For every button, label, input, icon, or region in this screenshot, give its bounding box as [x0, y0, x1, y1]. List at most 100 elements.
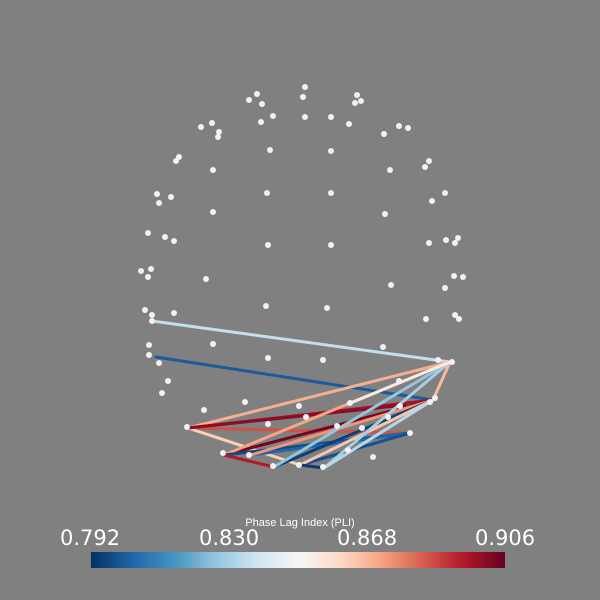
sensor-dot-13	[209, 120, 215, 126]
sensor-dot-77	[184, 424, 190, 430]
sensor-dot-47	[148, 266, 154, 272]
sensor-dot-19	[405, 125, 411, 131]
connectivity-line-13	[272, 360, 452, 469]
sensor-dot-27	[422, 164, 428, 170]
sensor-dot-7	[358, 98, 364, 104]
connectivity-line-19	[431, 360, 452, 402]
sensor-dot-50	[388, 282, 394, 288]
connectivity-line-17	[322, 398, 435, 470]
sensor-dot-56	[171, 310, 177, 316]
connectivity-lines	[150, 319, 452, 470]
sensor-dot-29	[168, 194, 174, 200]
sensor-dot-73	[296, 403, 302, 409]
sensor-dot-30	[156, 200, 162, 206]
sensor-dot-92	[427, 399, 433, 405]
colorbar-tick-min: 0.792	[60, 526, 121, 550]
sensor-dot-86	[270, 463, 276, 469]
sensor-dot-45	[452, 240, 458, 246]
colorbar	[91, 552, 505, 568]
sensor-dots	[138, 84, 466, 470]
sensor-dot-44	[455, 235, 461, 241]
sensor-dot-65	[156, 360, 162, 366]
colorbar-title: Phase Lag Index (PLI)	[245, 517, 355, 529]
sensor-dot-36	[382, 211, 388, 217]
sensor-dot-46	[138, 268, 144, 274]
sensor-dot-0	[302, 84, 308, 90]
sensor-dot-34	[429, 198, 435, 204]
sensor-dot-58	[324, 305, 330, 311]
sensor-dot-24	[328, 148, 334, 154]
colorbar-tick-3: 0.868	[337, 526, 398, 550]
sensor-dot-15	[216, 129, 222, 135]
sensor-dot-78	[220, 450, 226, 456]
sensor-dot-42	[426, 240, 432, 246]
sensor-dot-48	[145, 274, 151, 280]
sensor-dot-83	[359, 425, 365, 431]
sensor-dot-68	[320, 357, 326, 363]
sensor-dot-69	[435, 357, 441, 363]
colorbar-tick-max: 0.906	[475, 526, 536, 550]
sensor-dot-28	[154, 191, 160, 197]
sensor-dot-82	[334, 423, 340, 429]
sensor-dot-81	[303, 414, 309, 420]
sensor-dot-21	[173, 158, 179, 164]
sensor-dot-95	[149, 318, 155, 324]
sensor-dot-61	[423, 316, 429, 322]
sensor-dot-60	[456, 316, 462, 322]
sensor-dot-67	[265, 355, 271, 361]
sensor-dot-59	[452, 312, 458, 318]
sensor-dot-37	[145, 230, 151, 236]
sensor-dot-80	[265, 421, 271, 427]
connectivity-line-1	[154, 355, 435, 402]
sensor-dot-62	[146, 342, 152, 348]
sensor-dot-25	[387, 167, 393, 173]
sensor-dot-38	[162, 234, 168, 240]
sensor-dot-14	[198, 124, 204, 130]
sensor-dot-70	[165, 378, 171, 384]
connectivity-line-0	[150, 319, 452, 364]
sensor-dot-41	[328, 242, 334, 248]
sensor-dot-90	[370, 454, 376, 460]
sensor-dot-18	[396, 123, 402, 129]
sensor-dot-51	[442, 285, 448, 291]
connectivity-line-4	[186, 426, 412, 435]
sensor-dot-49	[203, 276, 209, 282]
sensor-dot-75	[396, 378, 402, 384]
sensor-dot-40	[265, 242, 271, 248]
sensor-dot-66	[146, 352, 152, 358]
sensor-dot-53	[460, 274, 466, 280]
sensor-dot-26	[426, 158, 432, 164]
sensor-dot-71	[159, 390, 165, 396]
sensor-dot-31	[264, 190, 270, 196]
sensor-dot-17	[381, 131, 387, 137]
sensor-dot-10	[328, 114, 334, 120]
sensor-dot-89	[345, 447, 351, 453]
sensor-dot-16	[215, 134, 221, 140]
sensor-dot-93	[432, 395, 438, 401]
sensor-dot-52	[451, 273, 457, 279]
sensor-dot-32	[328, 190, 334, 196]
sensor-dot-94	[449, 359, 455, 365]
sensor-dot-5	[354, 92, 360, 98]
sensor-dot-74	[347, 400, 353, 406]
sensor-dot-23	[267, 147, 273, 153]
sensor-dot-87	[296, 462, 302, 468]
sensor-dot-43	[443, 237, 449, 243]
sensor-dot-63	[210, 341, 216, 347]
sensor-dot-72	[242, 399, 248, 405]
sensor-dot-76	[201, 407, 207, 413]
sensor-dot-84	[385, 414, 391, 420]
sensor-dot-9	[302, 114, 308, 120]
sensor-dot-88	[320, 464, 326, 470]
sensor-dot-39	[171, 238, 177, 244]
sensor-dot-1	[300, 94, 306, 100]
sensor-dot-6	[352, 100, 358, 106]
sensor-dot-2	[246, 97, 252, 103]
sensor-dot-91	[397, 403, 403, 409]
sensor-dot-64	[380, 344, 386, 350]
connectivity-line-18	[298, 463, 326, 470]
sensor-dot-55	[149, 312, 155, 318]
sensor-dot-4	[259, 101, 265, 107]
sensor-dot-35	[210, 209, 216, 215]
sensor-dot-85	[407, 430, 413, 436]
